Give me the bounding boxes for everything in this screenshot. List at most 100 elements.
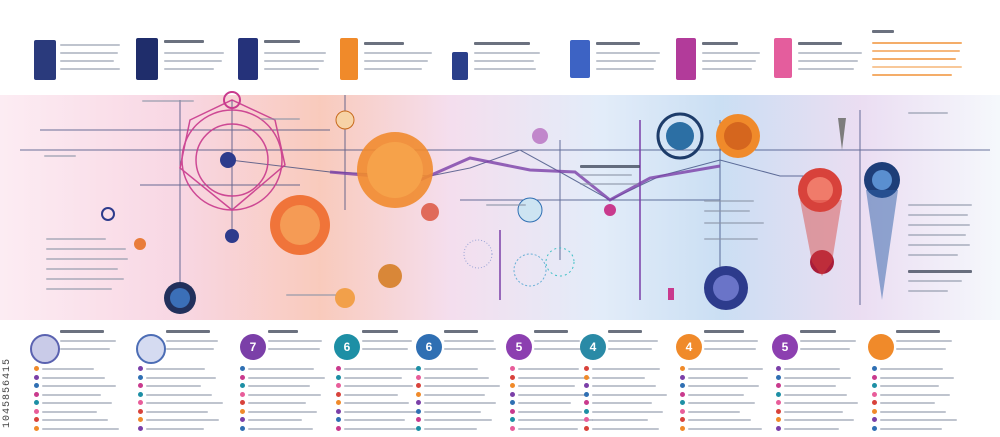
bullet-dot xyxy=(336,400,341,405)
bullet-text-line xyxy=(146,427,204,430)
bullet-text-line xyxy=(146,393,212,396)
bullet-text-line xyxy=(880,410,946,413)
module-icon-block xyxy=(34,40,56,80)
bullet-text-line xyxy=(688,419,751,421)
bullet-text-line xyxy=(784,385,836,387)
bullet-dot xyxy=(510,391,515,397)
bullet-dot xyxy=(776,366,781,371)
bullet-text-line xyxy=(344,368,417,370)
bullet-text-line xyxy=(880,368,943,370)
bullet-dot xyxy=(416,425,421,431)
bullet-dot xyxy=(872,417,877,422)
bullet-text-line xyxy=(42,402,112,404)
bullet-text-line xyxy=(592,402,652,404)
bullet-dot xyxy=(336,383,341,388)
bullet-text-line xyxy=(344,393,398,396)
bullet-dot xyxy=(680,366,685,371)
bullet-text-line xyxy=(248,402,306,404)
bullet-dot xyxy=(872,425,877,431)
bullet-text-line xyxy=(42,419,108,421)
bullet-dot xyxy=(240,374,245,380)
bullet-text-line xyxy=(688,410,740,413)
bullet-text-line xyxy=(880,427,942,430)
bullet-text-line xyxy=(688,376,748,379)
bullet-dot xyxy=(776,408,781,414)
bullet-dot xyxy=(336,425,341,431)
bullet-dot xyxy=(584,366,589,371)
bullet-text-line xyxy=(424,410,481,413)
bullet-dot xyxy=(138,391,143,397)
bullet-dot xyxy=(34,425,39,431)
bullet-dot xyxy=(34,374,39,380)
bullet-dot xyxy=(510,383,515,388)
bullet-text-line xyxy=(146,368,205,370)
bullet-dot xyxy=(776,383,781,388)
bullet-dot xyxy=(776,417,781,422)
bullet-text-line xyxy=(880,376,954,379)
bullet-dot xyxy=(138,366,143,371)
bullet-dot xyxy=(34,366,39,371)
bullet-dot xyxy=(34,391,39,397)
bullet-text-line xyxy=(518,376,590,379)
bullet-dot xyxy=(138,400,143,405)
bullet-text-line xyxy=(880,402,935,404)
red-drop xyxy=(810,250,834,274)
bullet-dot xyxy=(872,391,877,397)
bullet-text-line xyxy=(592,410,663,413)
bullet-dot xyxy=(584,391,589,397)
bullet-text-line xyxy=(518,385,575,387)
bullet-dot xyxy=(510,366,515,371)
module-icon-block xyxy=(238,38,258,80)
bullet-text-line xyxy=(688,368,763,370)
bullet-dot xyxy=(510,408,515,414)
bullet-dot xyxy=(680,391,685,397)
bullet-dot xyxy=(416,408,421,414)
bullet-text-line xyxy=(146,410,208,413)
bullet-text-line xyxy=(344,402,409,404)
bullet-dot xyxy=(584,425,589,431)
bullet-dot xyxy=(872,400,877,405)
bullet-text-line xyxy=(248,393,321,396)
bullet-dot xyxy=(680,374,685,380)
module-icon-block xyxy=(676,38,696,80)
bullet-text-line xyxy=(688,427,762,430)
bullet-dot xyxy=(416,383,421,388)
bullet-text-line xyxy=(146,376,216,379)
bullet-dot xyxy=(240,383,245,388)
bullet-text-line xyxy=(42,427,119,430)
bullet-dot xyxy=(416,391,421,397)
bullet-dot xyxy=(416,400,421,405)
bullet-dot xyxy=(776,391,781,397)
bullet-text-line xyxy=(42,385,116,387)
bullet-text-line xyxy=(424,368,478,370)
bullet-text-line xyxy=(42,368,94,370)
bullet-text-line xyxy=(248,385,310,387)
bullet-text-line xyxy=(518,419,593,421)
bullet-text-line xyxy=(424,402,496,404)
bullet-text-line xyxy=(248,410,317,413)
bullet-dot xyxy=(776,425,781,431)
bullet-dot xyxy=(872,366,877,371)
step-icon xyxy=(136,334,166,364)
bullet-dot xyxy=(680,383,685,388)
bullet-dot xyxy=(336,417,341,422)
bullet-text-line xyxy=(784,376,851,379)
bullet-dot xyxy=(336,391,341,397)
bullet-dot xyxy=(510,425,515,431)
bullet-dot xyxy=(776,374,781,380)
bullet-text-line xyxy=(344,385,413,387)
bullet-dot xyxy=(138,425,143,431)
step-number: 5 xyxy=(506,334,532,360)
bullet-text-line xyxy=(592,427,659,430)
bullet-dot xyxy=(34,408,39,414)
bullet-dot xyxy=(584,408,589,414)
module-icon-block xyxy=(136,38,158,80)
bullet-text-line xyxy=(248,419,302,421)
bullet-text-line xyxy=(424,393,485,396)
bullet-dot xyxy=(34,383,39,388)
bullet-text-line xyxy=(344,427,416,430)
bullet-text-line xyxy=(688,385,759,387)
bullet-dot xyxy=(680,417,685,422)
bullet-dot xyxy=(336,408,341,414)
